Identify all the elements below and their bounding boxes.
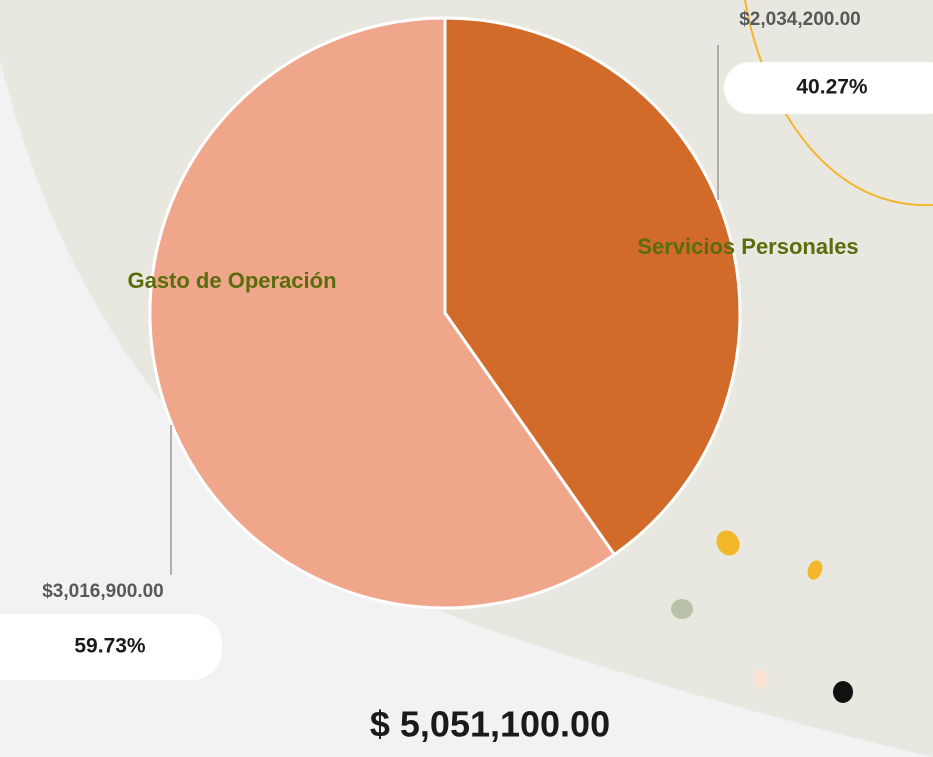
pie-slice bbox=[443, 16, 742, 557]
category-label: Gasto de Operación bbox=[127, 268, 336, 293]
pie bbox=[148, 16, 742, 610]
amount-label: $3,016,900.00 bbox=[42, 581, 164, 602]
labels: Servicios Personales $2,034,200.00 40.27% G… bbox=[42, 9, 868, 658]
decor-dot bbox=[753, 669, 767, 689]
decor-dot bbox=[833, 681, 853, 703]
total: $ 5,051,100.00 bbox=[370, 704, 610, 745]
label-box bbox=[0, 614, 222, 680]
value-label: 40.27% bbox=[796, 76, 868, 99]
decor-dot bbox=[671, 599, 693, 619]
pie-slice bbox=[148, 16, 617, 610]
label-box bbox=[724, 62, 933, 114]
value-label: 59.73% bbox=[74, 635, 146, 658]
category-label: Servicios Personales bbox=[637, 234, 858, 259]
decor-dot bbox=[807, 560, 823, 580]
decor-curve bbox=[744, 0, 933, 207]
amount-label: $2,034,200.00 bbox=[739, 9, 861, 30]
decor-dot bbox=[716, 530, 740, 556]
